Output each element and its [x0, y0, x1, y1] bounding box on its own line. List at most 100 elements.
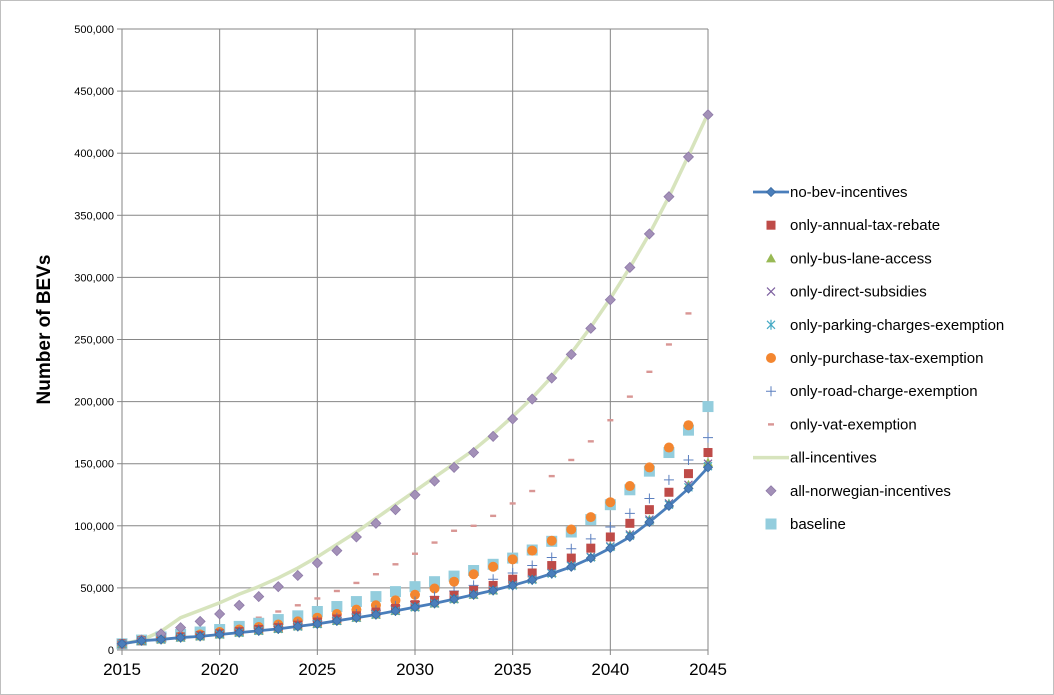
y-tick-label: 150,000	[74, 459, 114, 471]
data-point	[644, 493, 655, 504]
data-point	[566, 524, 577, 535]
legend-marker	[765, 186, 777, 198]
data-point	[703, 432, 713, 443]
legend-marker	[765, 485, 777, 497]
data-point	[136, 635, 147, 646]
data-point	[507, 580, 518, 591]
data-point	[353, 581, 360, 585]
legend-label: no-bev-incentives	[790, 184, 908, 201]
data-point	[214, 629, 225, 640]
data-point	[546, 568, 557, 579]
legend-item: no-bev-incentives	[753, 184, 908, 201]
data-point	[350, 596, 362, 608]
data-point	[566, 543, 577, 554]
y-axis-label: Number of BEVs	[34, 255, 55, 405]
legend-marker	[766, 353, 776, 363]
data-point	[546, 372, 558, 384]
data-point	[685, 312, 692, 315]
data-point	[566, 553, 576, 563]
legend-marker	[766, 220, 776, 230]
data-point	[683, 483, 694, 494]
data-point	[331, 545, 343, 557]
data-point	[547, 561, 557, 571]
data-point	[703, 448, 713, 458]
y-tick-label: 50,000	[80, 583, 114, 595]
data-point	[390, 605, 401, 616]
data-point	[585, 512, 596, 523]
legend-marker	[766, 253, 776, 263]
data-point	[372, 573, 379, 576]
legend-item: only-annual-tax-rebate	[766, 217, 940, 234]
data-point	[275, 610, 282, 613]
data-point	[527, 545, 538, 556]
y-tick-label: 250,000	[74, 335, 114, 347]
x-tick-label: 2020	[201, 660, 239, 679]
data-point	[683, 469, 693, 479]
data-point	[644, 517, 655, 528]
data-point	[389, 504, 402, 516]
legend-label: only-road-charge-exemption	[790, 383, 978, 400]
data-point	[624, 531, 635, 543]
legend-item: baseline	[765, 516, 846, 533]
data-point	[605, 532, 615, 542]
data-point	[449, 594, 460, 605]
legend-label: only-annual-tax-rebate	[790, 217, 940, 234]
data-point	[292, 610, 304, 622]
data-point	[546, 552, 557, 563]
legend-item: only-purchase-tax-exemption	[766, 350, 983, 367]
legend-label: only-purchase-tax-exemption	[790, 350, 983, 367]
data-point	[312, 618, 323, 629]
data-point	[195, 631, 206, 642]
data-point	[508, 574, 518, 584]
data-point	[626, 395, 633, 398]
data-point	[509, 502, 516, 505]
y-tick-label: 200,000	[74, 397, 114, 409]
series-layer	[116, 109, 714, 650]
legend-marker	[768, 423, 774, 426]
data-point	[314, 597, 321, 600]
legend-marker	[766, 319, 776, 330]
data-point	[527, 574, 538, 585]
data-point	[448, 461, 460, 473]
legend-item: only-bus-lane-access	[766, 250, 932, 267]
data-point	[429, 576, 441, 588]
legend-label: only-parking-charges-exemption	[790, 317, 1004, 334]
data-point	[526, 393, 538, 405]
data-point	[448, 570, 460, 582]
data-point	[585, 553, 596, 564]
data-point	[292, 569, 304, 582]
x-tick-label: 2030	[396, 660, 434, 679]
data-point	[428, 475, 441, 487]
data-point	[233, 599, 245, 611]
legend-item: all-norwegian-incentives	[765, 483, 951, 500]
data-point	[311, 557, 323, 569]
data-point	[605, 522, 616, 533]
data-point	[331, 601, 343, 613]
data-point	[566, 561, 577, 572]
data-point	[156, 634, 167, 645]
data-point	[487, 430, 499, 442]
x-tick-labels: 2015 2020 2025 2030 2035 2040 2045	[103, 660, 727, 679]
data-point	[370, 609, 381, 620]
data-point	[664, 487, 674, 497]
legend-label: all-incentives	[790, 450, 877, 467]
y-tick-label: 400,000	[74, 148, 114, 160]
data-point	[507, 413, 519, 425]
data-point	[468, 569, 479, 580]
data-point	[370, 591, 382, 603]
legend-item: only-parking-charges-exemption	[766, 317, 1004, 334]
data-point	[468, 446, 480, 459]
data-point	[389, 586, 401, 598]
data-point	[605, 543, 616, 554]
x-tick-label: 2025	[298, 660, 336, 679]
data-point	[527, 568, 537, 578]
data-point	[412, 552, 418, 555]
data-point	[116, 638, 128, 649]
data-point	[585, 533, 596, 544]
data-point	[624, 261, 636, 274]
data-point	[702, 109, 714, 121]
data-point	[468, 589, 479, 600]
y-tick-label: 100,000	[74, 521, 114, 533]
data-point	[429, 583, 440, 594]
